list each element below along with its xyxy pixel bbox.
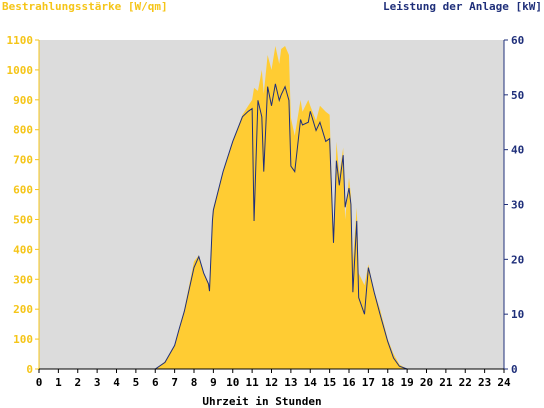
left-tick-label: 600	[13, 184, 33, 197]
left-tick-label: 700	[13, 154, 33, 167]
left-tick-label: 400	[13, 243, 33, 256]
left-tick-label: 800	[13, 124, 33, 137]
right-tick-label: 0	[511, 363, 518, 376]
x-tick-label: 1	[55, 376, 62, 389]
right-tick-label: 50	[511, 89, 524, 102]
x-tick-label: 24	[497, 376, 511, 389]
x-tick-label: 4	[113, 376, 120, 389]
left-tick-label: 300	[13, 273, 33, 286]
right-axis-title: Leistung der Anlage [kW]	[383, 0, 542, 13]
left-tick-label: 100	[13, 333, 33, 346]
x-axis-label: Uhrzeit in Stunden	[202, 395, 321, 408]
x-tick-label: 15	[323, 376, 336, 389]
x-tick-label: 8	[191, 376, 198, 389]
x-tick-label: 7	[171, 376, 178, 389]
right-tick-label: 10	[511, 308, 524, 321]
right-tick-label: 20	[511, 253, 524, 266]
x-tick-label: 21	[439, 376, 453, 389]
x-tick-label: 10	[226, 376, 239, 389]
power-line	[39, 83, 504, 370]
x-tick-label: 12	[265, 376, 278, 389]
x-tick-label: 11	[246, 376, 260, 389]
x-tick-label: 0	[36, 376, 43, 389]
left-tick-label: 0	[26, 363, 33, 376]
right-tick-label: 60	[511, 34, 524, 47]
left-tick-label: 500	[13, 213, 33, 226]
left-tick-label: 200	[13, 303, 33, 316]
x-tick-label: 20	[420, 376, 433, 389]
x-tick-label: 2	[74, 376, 81, 389]
x-tick-label: 23	[478, 376, 491, 389]
left-axis-title: Bestrahlungsstärke [W/qm]	[2, 0, 168, 13]
x-tick-label: 6	[152, 376, 159, 389]
left-tick-label: 1000	[7, 64, 34, 77]
x-tick-label: 16	[342, 376, 356, 389]
left-tick-label: 900	[13, 94, 33, 107]
x-tick-label: 14	[304, 376, 318, 389]
x-tick-label: 22	[459, 376, 472, 389]
left-tick-label: 1100	[7, 34, 34, 47]
x-tick-label: 17	[362, 376, 375, 389]
right-tick-label: 40	[511, 144, 524, 157]
x-tick-label: 13	[284, 376, 297, 389]
x-tick-label: 3	[94, 376, 101, 389]
x-tick-label: 5	[133, 376, 140, 389]
x-tick-label: 19	[401, 376, 414, 389]
x-tick-label: 9	[210, 376, 217, 389]
irradiance-area	[39, 45, 504, 369]
x-tick-label: 18	[381, 376, 394, 389]
right-tick-label: 30	[511, 199, 524, 212]
